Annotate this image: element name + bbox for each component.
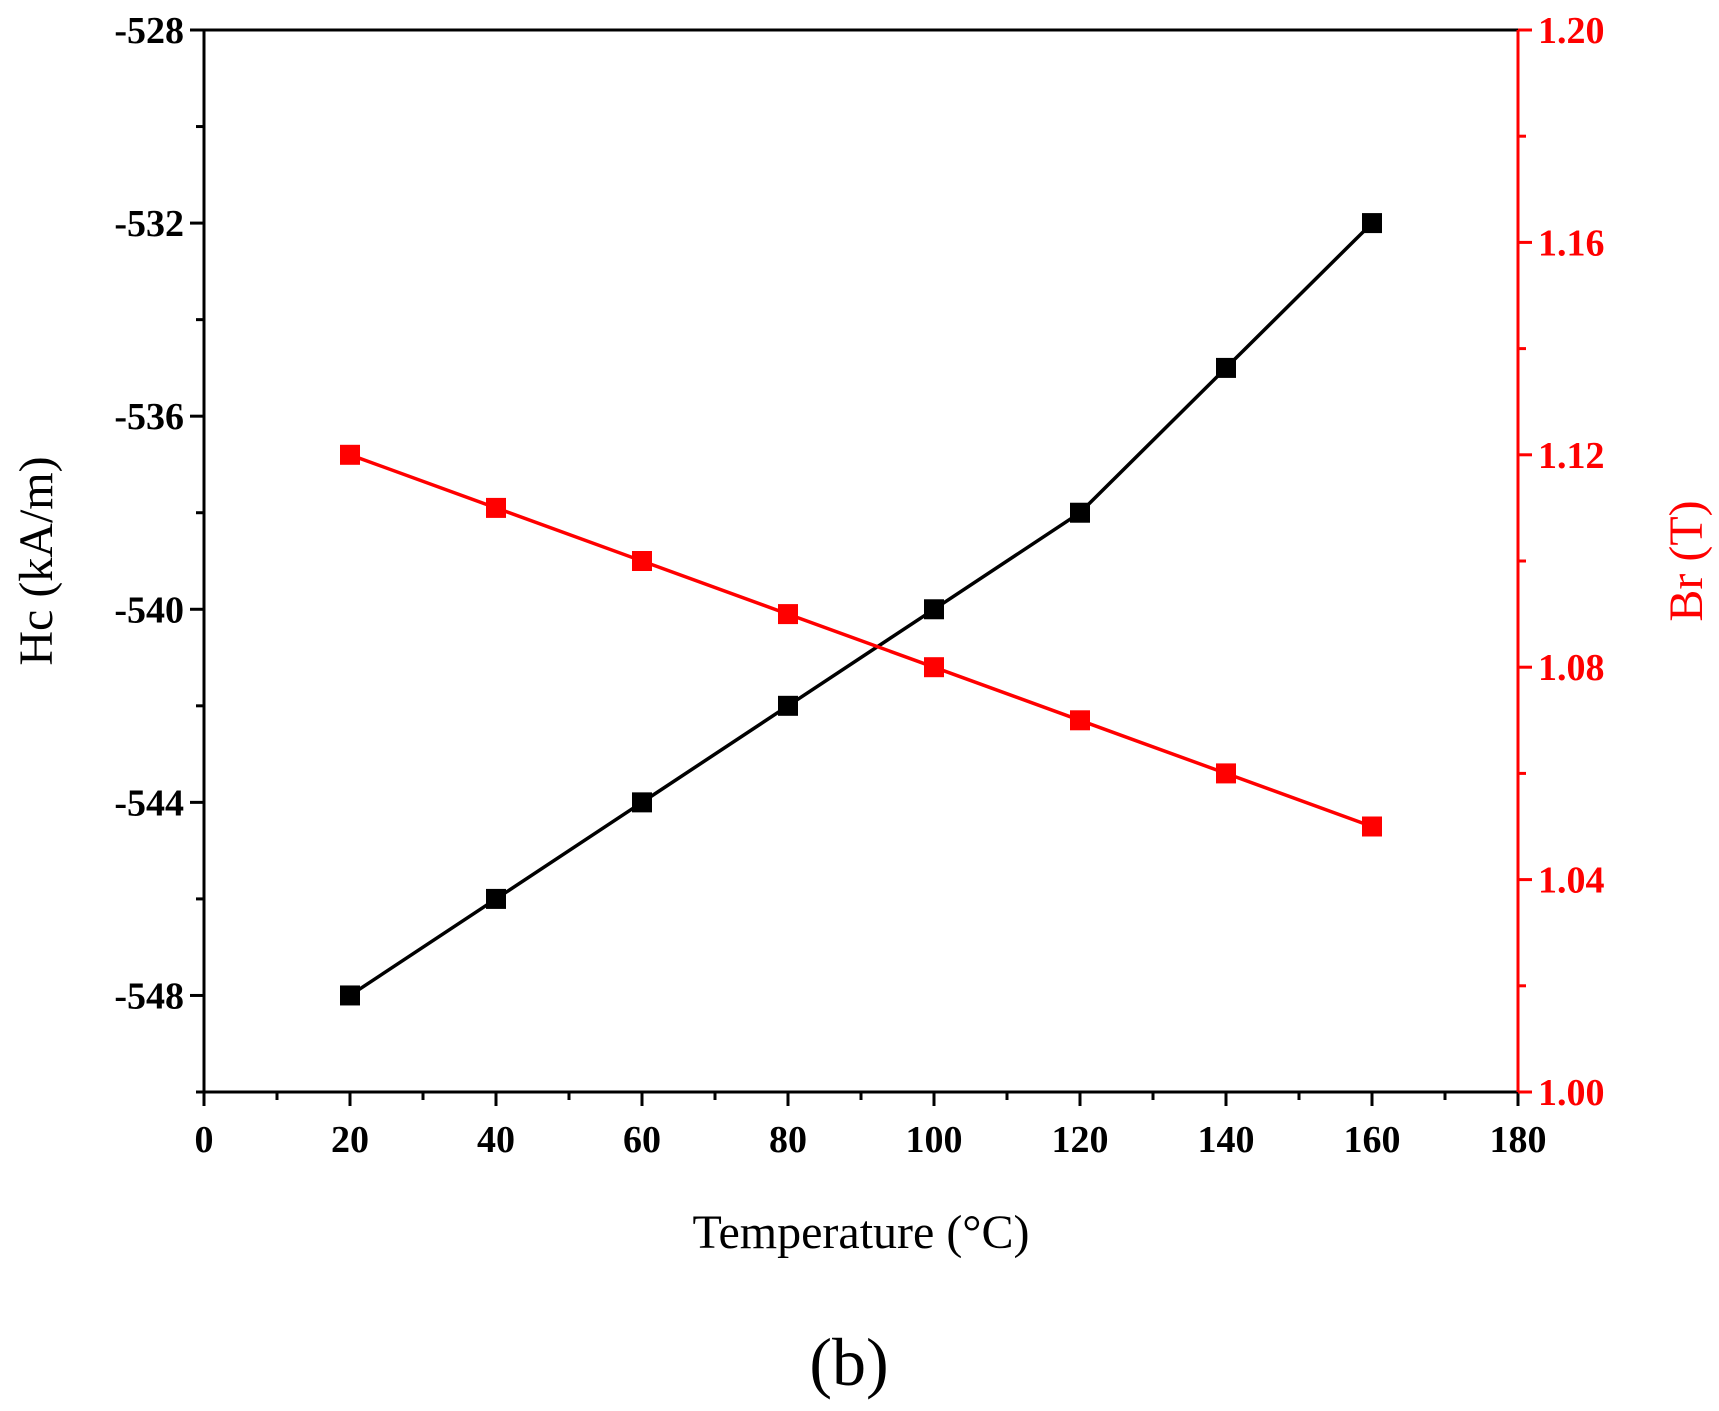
data-point-hc — [778, 695, 798, 716]
right-y-tick-label: 1.08 — [1538, 647, 1605, 689]
data-point-br — [924, 657, 944, 678]
data-point-hc — [340, 985, 360, 1006]
left-y-tick-label: -536 — [114, 396, 184, 438]
x-tick-label: 140 — [1198, 1119, 1255, 1161]
x-tick-label: 20 — [331, 1119, 369, 1161]
data-point-br — [1070, 710, 1090, 731]
data-point-hc — [1362, 213, 1382, 234]
x-tick-label: 120 — [1052, 1119, 1109, 1161]
series-markers — [340, 213, 1382, 1006]
data-point-hc — [632, 792, 652, 813]
data-point-br — [778, 604, 798, 625]
left-y-tick-label: -548 — [114, 975, 184, 1017]
x-tick-label: 60 — [623, 1119, 661, 1161]
x-tick-label: 40 — [477, 1119, 515, 1161]
x-tick-label: 80 — [769, 1119, 807, 1161]
right-y-tick-label: 1.04 — [1538, 860, 1605, 902]
right-y-tick-label: 1.16 — [1538, 222, 1605, 264]
x-tick-label: 180 — [1490, 1119, 1547, 1161]
data-point-br — [632, 551, 652, 571]
data-point-br — [486, 497, 506, 518]
right-y-tick-label: 1.00 — [1538, 1072, 1605, 1114]
data-point-br — [340, 444, 360, 465]
x-tick-label: 160 — [1344, 1119, 1401, 1161]
data-point-hc — [486, 888, 506, 909]
left-y-tick-label: -528 — [114, 10, 184, 52]
series-line-br — [349, 453, 1373, 829]
axis-tick-labels: 0 20 40 60 80 100 120 140 160 180 -548 -544 -540 -536… — [114, 10, 1604, 1161]
right-y-tick-label: 1.12 — [1538, 435, 1605, 477]
data-point-br — [1362, 816, 1382, 837]
right-y-tick-label: 1.20 — [1538, 10, 1605, 52]
series-lines — [349, 221, 1374, 997]
data-point-hc — [1216, 357, 1236, 378]
left-y-tick-label: -540 — [114, 589, 184, 631]
left-y-tick-label: -544 — [114, 782, 184, 824]
data-point-br — [1216, 763, 1236, 784]
left-y-tick-label: -532 — [114, 203, 184, 245]
right-y-axis-title: Br (T) — [1660, 500, 1713, 621]
x-tick-label: 100 — [906, 1119, 963, 1161]
panel-label: (b) — [809, 1324, 888, 1400]
left-y-axis-title: Hc (kA/m) — [10, 456, 63, 665]
x-axis-title: Temperature (°C) — [692, 1206, 1029, 1259]
x-tick-label: 0 — [195, 1119, 214, 1161]
series-line-hc — [349, 221, 1374, 997]
data-point-hc — [1070, 502, 1090, 523]
data-point-hc — [924, 599, 944, 620]
